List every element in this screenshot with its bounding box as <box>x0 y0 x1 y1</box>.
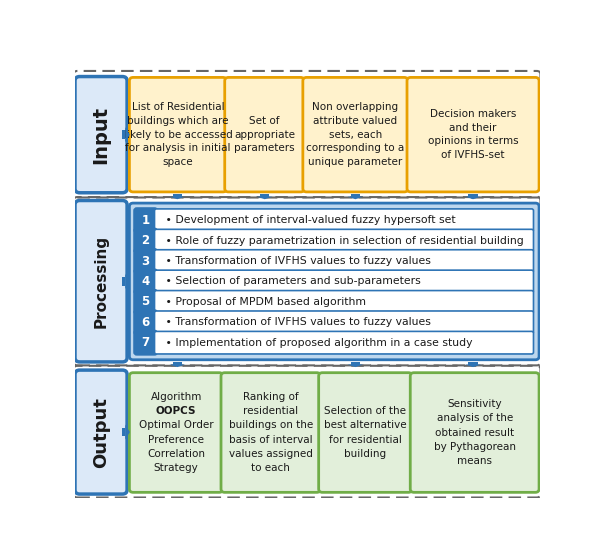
FancyBboxPatch shape <box>155 250 533 272</box>
Text: Set of
appropriate
parameters: Set of appropriate parameters <box>234 116 295 153</box>
FancyBboxPatch shape <box>122 428 125 437</box>
FancyBboxPatch shape <box>173 194 182 197</box>
Text: basis of interval: basis of interval <box>229 434 313 444</box>
Polygon shape <box>257 197 272 199</box>
FancyBboxPatch shape <box>469 194 478 197</box>
FancyBboxPatch shape <box>122 277 125 286</box>
Text: Algorithm: Algorithm <box>151 392 202 402</box>
Text: 5: 5 <box>142 295 150 309</box>
FancyBboxPatch shape <box>130 203 539 360</box>
FancyBboxPatch shape <box>134 330 157 355</box>
FancyBboxPatch shape <box>130 373 223 492</box>
Text: Sensitivity: Sensitivity <box>448 399 502 409</box>
FancyBboxPatch shape <box>75 77 127 193</box>
Text: best alternative: best alternative <box>324 420 407 430</box>
FancyBboxPatch shape <box>221 373 320 492</box>
Polygon shape <box>347 364 364 367</box>
Polygon shape <box>125 424 130 439</box>
Text: • Proposal of MPDM based algorithm: • Proposal of MPDM based algorithm <box>162 297 366 307</box>
Text: Selection of the: Selection of the <box>325 406 406 416</box>
Text: Non overlapping
attribute valued
sets, each
corresponding to a
unique parameter: Non overlapping attribute valued sets, e… <box>306 102 404 167</box>
Text: 7: 7 <box>142 336 150 349</box>
Text: 6: 6 <box>142 316 150 329</box>
Text: 1: 1 <box>142 214 150 227</box>
FancyBboxPatch shape <box>134 310 157 334</box>
FancyBboxPatch shape <box>134 249 157 273</box>
Text: • Transformation of IVFHS values to fuzzy values: • Transformation of IVFHS values to fuzz… <box>162 318 431 327</box>
Text: 3: 3 <box>142 254 150 268</box>
Text: values assigned: values assigned <box>229 449 313 459</box>
FancyBboxPatch shape <box>134 269 157 293</box>
FancyBboxPatch shape <box>155 270 533 293</box>
Text: Optimal Order: Optimal Order <box>139 420 214 430</box>
Text: Decision makers
and their
opinions in terms
of IVFHS-set: Decision makers and their opinions in te… <box>428 109 518 160</box>
Text: • Development of interval-valued fuzzy hypersoft set: • Development of interval-valued fuzzy h… <box>162 215 455 225</box>
Text: • Selection of parameters and sub-parameters: • Selection of parameters and sub-parame… <box>162 277 421 286</box>
FancyBboxPatch shape <box>155 229 533 252</box>
Text: means: means <box>457 456 492 466</box>
Text: by Pythagorean: by Pythagorean <box>434 442 515 452</box>
Text: analysis of the: analysis of the <box>437 413 513 423</box>
Text: residential: residential <box>243 406 298 416</box>
FancyBboxPatch shape <box>407 77 539 192</box>
FancyBboxPatch shape <box>225 77 304 192</box>
Polygon shape <box>347 197 364 199</box>
FancyBboxPatch shape <box>303 77 408 192</box>
FancyBboxPatch shape <box>155 311 533 334</box>
Text: Strategy: Strategy <box>154 463 199 473</box>
Text: Preference: Preference <box>148 434 204 444</box>
Polygon shape <box>465 364 481 367</box>
FancyBboxPatch shape <box>130 77 227 192</box>
Text: List of Residential
buildings which are
likely to be accessed
for analysis in in: List of Residential buildings which are … <box>124 102 232 167</box>
FancyBboxPatch shape <box>469 362 478 364</box>
FancyBboxPatch shape <box>155 209 533 231</box>
FancyBboxPatch shape <box>134 229 157 253</box>
Text: to each: to each <box>251 463 290 473</box>
FancyBboxPatch shape <box>319 373 412 492</box>
Text: buildings on the: buildings on the <box>229 420 313 430</box>
FancyBboxPatch shape <box>155 331 533 354</box>
FancyBboxPatch shape <box>173 362 182 364</box>
Text: • Transformation of IVFHS values to fuzzy values: • Transformation of IVFHS values to fuzz… <box>162 256 431 266</box>
Text: Ranking of: Ranking of <box>243 392 299 402</box>
Polygon shape <box>169 197 185 199</box>
FancyBboxPatch shape <box>134 290 157 314</box>
Text: Correlation: Correlation <box>147 449 205 459</box>
Polygon shape <box>169 364 185 367</box>
Text: Input: Input <box>92 106 110 164</box>
Text: building: building <box>344 449 386 459</box>
Text: 4: 4 <box>142 275 150 288</box>
FancyBboxPatch shape <box>260 194 269 197</box>
FancyBboxPatch shape <box>122 130 125 139</box>
FancyBboxPatch shape <box>75 370 127 494</box>
FancyBboxPatch shape <box>351 362 360 364</box>
Polygon shape <box>465 197 481 199</box>
FancyBboxPatch shape <box>134 208 157 233</box>
Text: OOPCS: OOPCS <box>156 406 196 416</box>
FancyBboxPatch shape <box>75 201 127 362</box>
Polygon shape <box>125 274 130 289</box>
FancyBboxPatch shape <box>155 291 533 313</box>
Text: • Implementation of proposed algorithm in a case study: • Implementation of proposed algorithm i… <box>162 338 472 348</box>
Text: • Role of fuzzy parametrization in selection of residential building: • Role of fuzzy parametrization in selec… <box>162 235 524 245</box>
Text: obtained result: obtained result <box>435 428 514 438</box>
Text: for residential: for residential <box>329 434 402 444</box>
Text: Output: Output <box>92 397 110 467</box>
Text: Processing: Processing <box>94 235 109 328</box>
Polygon shape <box>125 127 130 142</box>
Text: 2: 2 <box>142 234 150 247</box>
FancyBboxPatch shape <box>351 194 360 197</box>
FancyBboxPatch shape <box>410 373 539 492</box>
